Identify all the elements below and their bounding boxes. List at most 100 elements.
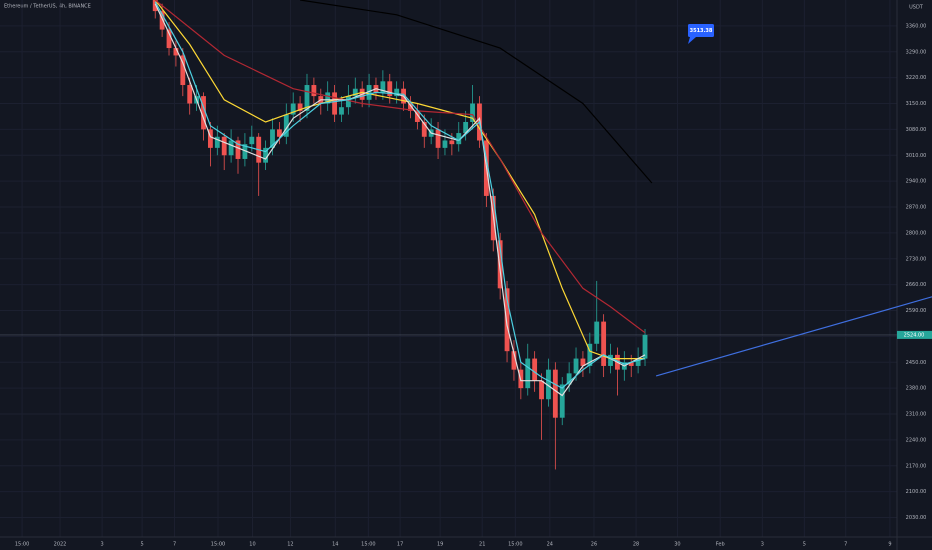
candle-body <box>159 11 165 30</box>
x-tick-label: 15:00 <box>15 542 29 548</box>
y-tick-label: 2100.00 <box>906 489 927 495</box>
candle-body <box>380 81 386 93</box>
candle-body <box>552 369 558 418</box>
candle-body <box>304 85 310 111</box>
candle-body <box>180 55 186 86</box>
x-tick-label: 15:00 <box>508 542 522 548</box>
candle-body <box>635 358 641 366</box>
candle-body <box>152 0 158 12</box>
y-tick-label: 2380.00 <box>906 386 927 392</box>
candle-body <box>290 103 296 115</box>
candle-body <box>470 103 475 122</box>
annotation: 3513.38 <box>688 24 714 44</box>
x-tick-label: 5 <box>803 542 806 548</box>
x-tick-label: 19 <box>437 542 443 548</box>
x-tick-label: 14 <box>332 542 338 548</box>
candle-body <box>249 136 255 145</box>
ma-line <box>154 0 646 334</box>
candle-body <box>228 140 234 156</box>
y-tick-label: 2450.00 <box>906 360 927 366</box>
x-tick-label: 15:00 <box>361 542 375 548</box>
candle-body <box>297 103 303 111</box>
candle-body <box>394 88 400 97</box>
annotation-pointer <box>688 37 696 44</box>
y-tick-label: 3220.00 <box>906 75 927 81</box>
candle-body <box>414 110 420 122</box>
candle-body <box>339 107 344 115</box>
annotation-label: 3513.38 <box>690 28 713 34</box>
candle-body <box>594 321 600 344</box>
x-tick-label: Feb <box>716 542 725 548</box>
x-tick-label: 21 <box>479 542 485 548</box>
candle-body <box>546 369 551 400</box>
candle-body <box>449 140 455 145</box>
x-tick-label: 7 <box>173 542 176 548</box>
candle-body <box>539 380 544 400</box>
x-tick-label: 7 <box>844 542 847 548</box>
x-tick-label: 5 <box>141 542 144 548</box>
candle-body <box>207 129 213 148</box>
candle-body <box>235 140 241 159</box>
x-tick-label: 3 <box>101 542 104 548</box>
candle-body <box>573 358 579 374</box>
candle-body <box>276 129 282 137</box>
x-tick-label: 3 <box>761 542 764 548</box>
x-tick-label: 2022 <box>54 542 67 548</box>
candle-body <box>325 92 331 104</box>
candle-body <box>511 351 517 370</box>
x-tick-label: 30 <box>674 542 680 548</box>
candle-body <box>214 136 220 148</box>
candle-body <box>442 140 448 148</box>
candle-body <box>497 240 503 289</box>
ma-line <box>300 0 653 184</box>
y-tick-label: 3290.00 <box>906 49 927 55</box>
candle-body <box>525 358 531 389</box>
candle-body <box>221 136 227 156</box>
candle-body <box>421 121 427 137</box>
y-tick-label: 3360.00 <box>906 23 927 29</box>
annotation-box <box>688 24 714 37</box>
candle-body <box>311 85 317 97</box>
candle-body <box>352 88 358 97</box>
candle-body <box>504 288 510 352</box>
y-tick-label: 2170.00 <box>906 463 927 469</box>
y-tick-label: 2940.00 <box>906 179 927 185</box>
ma-line <box>154 1 646 389</box>
candle-body <box>456 133 462 145</box>
price-tag-box <box>897 330 932 339</box>
candle-body <box>332 92 337 115</box>
candle-body <box>345 96 351 108</box>
x-tick-label: 24 <box>547 542 553 548</box>
candle-body <box>187 85 193 104</box>
candle-body <box>283 114 289 137</box>
y-tick-label: 2030.00 <box>906 515 927 521</box>
candle-body <box>566 373 572 385</box>
candle-body <box>532 358 538 381</box>
y-tick-label: 3080.00 <box>906 127 927 133</box>
ma-line <box>154 3 646 397</box>
candle-body <box>608 354 613 366</box>
candle-body <box>166 29 172 49</box>
candle-body <box>587 343 593 366</box>
ma-line <box>154 0 645 360</box>
candle-body <box>559 384 565 418</box>
candle-body <box>628 362 634 366</box>
price-tag-label: 2524.00 <box>904 332 925 338</box>
candle-body <box>580 358 586 366</box>
candle-body <box>263 147 269 163</box>
x-tick-label: 26 <box>591 542 597 548</box>
candle-body <box>463 121 469 134</box>
candle-body <box>642 334 648 359</box>
x-tick-label: 28 <box>633 542 639 548</box>
candle-body <box>366 85 372 100</box>
candle-body <box>242 144 248 159</box>
y-tick-label: 3010.00 <box>906 153 927 159</box>
candle-body <box>435 129 441 148</box>
candle-body <box>173 48 179 56</box>
x-tick-label: 9 <box>888 542 891 548</box>
y-tick-label: 2870.00 <box>906 205 927 211</box>
y-tick-label: 2800.00 <box>906 230 927 236</box>
